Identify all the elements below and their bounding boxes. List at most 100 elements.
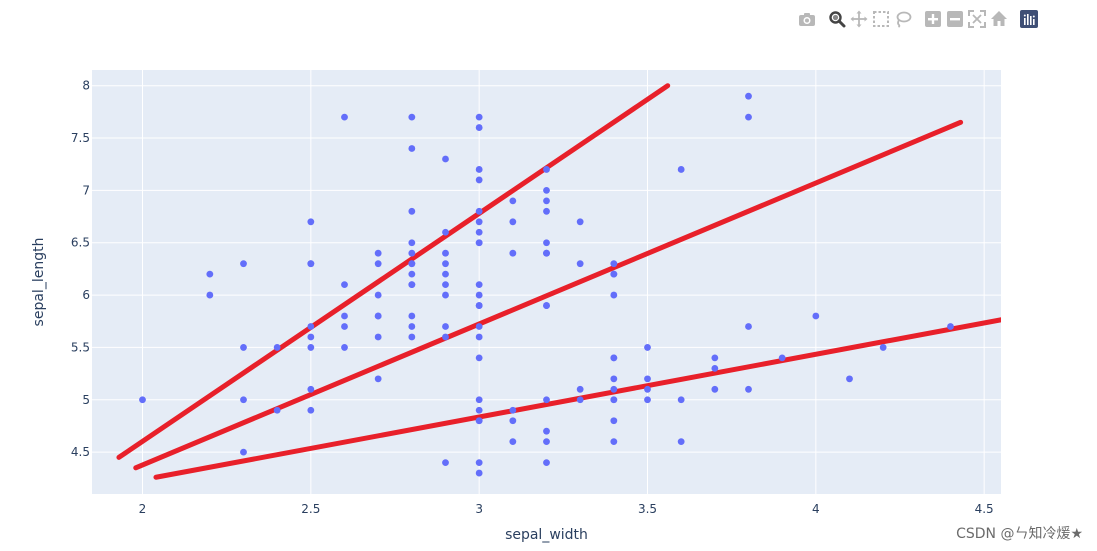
scatter-point[interactable] bbox=[610, 385, 618, 393]
scatter-point[interactable] bbox=[442, 270, 449, 278]
scatter-point[interactable] bbox=[307, 406, 315, 414]
scatter-point[interactable] bbox=[442, 260, 449, 268]
scatter-point[interactable] bbox=[543, 186, 550, 194]
scatter-point[interactable] bbox=[610, 260, 618, 268]
scatter-point[interactable] bbox=[475, 218, 483, 226]
scatter-point[interactable] bbox=[509, 417, 517, 425]
scatter-point[interactable] bbox=[543, 166, 550, 173]
zoom-out-button[interactable] bbox=[944, 8, 966, 30]
scatter-point[interactable] bbox=[745, 385, 752, 393]
scatter-point[interactable] bbox=[576, 385, 584, 393]
scatter-point[interactable] bbox=[408, 312, 416, 320]
scatter-point[interactable] bbox=[442, 249, 449, 257]
plotly-logo-button[interactable] bbox=[1018, 8, 1040, 30]
scatter-point[interactable] bbox=[475, 124, 483, 131]
scatter-point[interactable] bbox=[475, 302, 483, 309]
scatter-point[interactable] bbox=[543, 427, 550, 435]
scatter-point[interactable] bbox=[644, 375, 651, 383]
scatter-point[interactable] bbox=[677, 166, 685, 173]
zoom-button[interactable] bbox=[826, 8, 848, 30]
scatter-point[interactable] bbox=[240, 260, 247, 268]
scatter-point[interactable] bbox=[543, 302, 550, 309]
scatter-point[interactable] bbox=[543, 239, 550, 247]
scatter-point[interactable] bbox=[374, 291, 382, 299]
scatter-point[interactable] bbox=[509, 406, 517, 414]
scatter-point[interactable] bbox=[206, 270, 214, 278]
scatter-point[interactable] bbox=[576, 218, 584, 226]
scatter-point[interactable] bbox=[408, 239, 416, 247]
scatter-point[interactable] bbox=[408, 249, 416, 257]
scatter-point[interactable] bbox=[475, 333, 483, 341]
scatter-point[interactable] bbox=[273, 406, 281, 414]
scatter-point[interactable] bbox=[745, 92, 752, 100]
scatter-point[interactable] bbox=[475, 228, 483, 236]
lasso-select-button[interactable] bbox=[892, 8, 914, 30]
scatter-point[interactable] bbox=[475, 323, 483, 330]
scatter-point[interactable] bbox=[543, 249, 550, 257]
scatter-point[interactable] bbox=[408, 333, 416, 341]
scatter-point[interactable] bbox=[341, 312, 348, 320]
scatter-point[interactable] bbox=[374, 249, 382, 257]
scatter-point[interactable] bbox=[475, 417, 483, 425]
scatter-point[interactable] bbox=[475, 291, 483, 299]
zoom-in-button[interactable] bbox=[922, 8, 944, 30]
reset-axes-button[interactable] bbox=[988, 8, 1010, 30]
scatter-point[interactable] bbox=[610, 291, 618, 299]
scatter-point[interactable] bbox=[442, 323, 449, 330]
scatter-point[interactable] bbox=[240, 344, 247, 351]
scatter-point[interactable] bbox=[442, 459, 449, 466]
scatter-point[interactable] bbox=[442, 155, 449, 163]
scatter-point[interactable] bbox=[475, 396, 483, 404]
scatter-point[interactable] bbox=[408, 145, 416, 152]
scatter-point[interactable] bbox=[408, 281, 416, 289]
scatter-point[interactable] bbox=[745, 113, 752, 121]
scatter-point[interactable] bbox=[206, 291, 214, 299]
scatter-point[interactable] bbox=[475, 406, 483, 414]
scatter-point[interactable] bbox=[374, 375, 382, 383]
scatter-point[interactable] bbox=[610, 270, 618, 278]
scatter-point[interactable] bbox=[307, 385, 315, 393]
scatter-point[interactable] bbox=[374, 333, 382, 341]
scatter-point[interactable] bbox=[307, 333, 315, 341]
scatter-point[interactable] bbox=[475, 469, 483, 477]
scatter-point[interactable] bbox=[475, 459, 483, 466]
pan-button[interactable] bbox=[848, 8, 870, 30]
scatter-point[interactable] bbox=[408, 113, 416, 121]
scatter-point[interactable] bbox=[879, 344, 887, 351]
scatter-point[interactable] bbox=[240, 448, 247, 456]
scatter-point[interactable] bbox=[307, 218, 315, 226]
scatter-point[interactable] bbox=[341, 281, 348, 289]
download-plot-button[interactable] bbox=[796, 8, 818, 30]
scatter-point[interactable] bbox=[475, 354, 483, 362]
scatter-point[interactable] bbox=[644, 396, 651, 404]
box-select-button[interactable] bbox=[870, 8, 892, 30]
scatter-point[interactable] bbox=[509, 249, 517, 257]
scatter-point[interactable] bbox=[307, 260, 315, 268]
scatter-point[interactable] bbox=[576, 396, 584, 404]
scatter-point[interactable] bbox=[408, 270, 416, 278]
scatter-point[interactable] bbox=[644, 344, 651, 351]
scatter-point[interactable] bbox=[745, 323, 752, 330]
scatter-point[interactable] bbox=[509, 438, 517, 446]
scatter-point[interactable] bbox=[475, 113, 483, 121]
autoscale-button[interactable] bbox=[966, 8, 988, 30]
scatter-point[interactable] bbox=[610, 375, 618, 383]
scatter-point[interactable] bbox=[543, 396, 550, 404]
scatter-point[interactable] bbox=[543, 459, 550, 466]
scatter-point[interactable] bbox=[778, 354, 786, 362]
scatter-point[interactable] bbox=[677, 396, 685, 404]
scatter-point[interactable] bbox=[408, 323, 416, 330]
scatter-point[interactable] bbox=[509, 218, 517, 226]
scatter-point[interactable] bbox=[442, 228, 449, 236]
scatter-point[interactable] bbox=[475, 176, 483, 184]
scatter-point[interactable] bbox=[677, 438, 685, 446]
scatter-point[interactable] bbox=[341, 344, 348, 351]
scatter-point[interactable] bbox=[543, 197, 550, 205]
scatter-point[interactable] bbox=[610, 354, 618, 362]
scatter-point[interactable] bbox=[576, 260, 584, 268]
scatter-point[interactable] bbox=[475, 166, 483, 173]
scatter-point[interactable] bbox=[240, 396, 247, 404]
scatter-point[interactable] bbox=[139, 396, 146, 404]
scatter-point[interactable] bbox=[408, 207, 416, 215]
